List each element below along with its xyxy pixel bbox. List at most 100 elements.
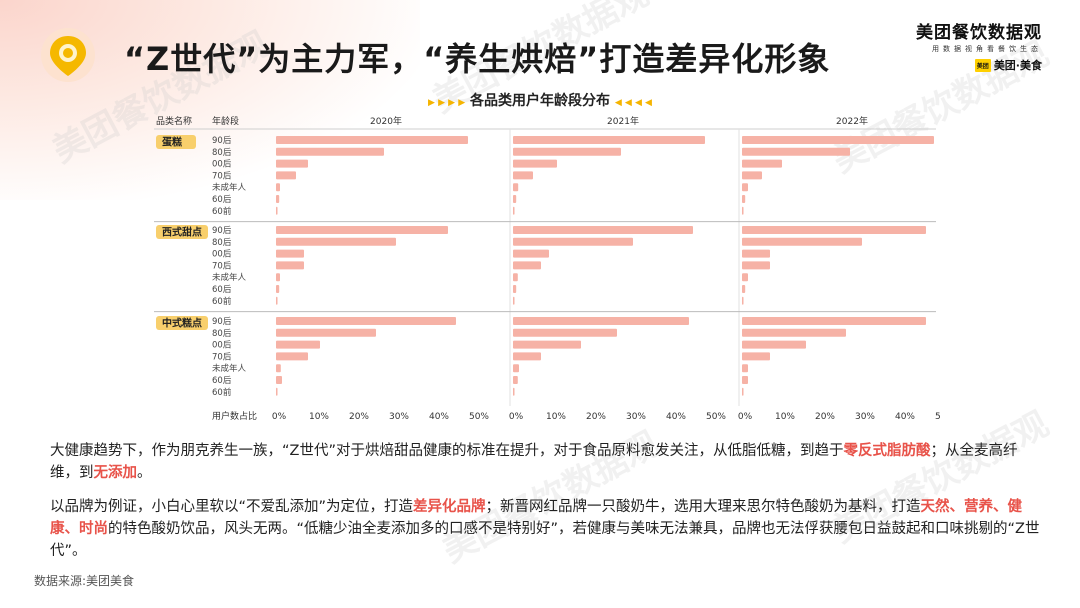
bar xyxy=(276,261,304,270)
bar xyxy=(276,296,278,305)
bar xyxy=(276,195,280,203)
arrows-right-icon: ◀ ◀ ◀ ◀ xyxy=(614,98,652,108)
logo-pin-icon xyxy=(41,28,95,82)
age-group-label: 80后 xyxy=(212,237,232,248)
year-header: 2020年 xyxy=(370,115,402,127)
data-source: 数据来源:美团美食 xyxy=(34,574,135,588)
p2-text-b: ；新晋网红品牌一只酸奶牛，选用大理来思尔特色酸奶为基料，打造 xyxy=(485,499,921,515)
bar xyxy=(276,352,308,361)
age-group-label: 90后 xyxy=(212,225,232,236)
bar xyxy=(276,237,396,246)
bar xyxy=(276,183,280,192)
x-tick-label: 30% xyxy=(855,412,875,422)
bar xyxy=(276,340,320,349)
x-tick-label: 0% xyxy=(509,412,524,422)
age-group-label: 60前 xyxy=(212,296,232,307)
x-tick-label: 10% xyxy=(546,412,566,422)
bar xyxy=(513,364,519,373)
bar xyxy=(513,273,518,282)
x-tick-label: 20% xyxy=(349,412,369,422)
bar xyxy=(742,261,770,270)
x-tick-label: 40% xyxy=(895,412,915,422)
bar xyxy=(742,376,748,384)
bar xyxy=(276,147,384,156)
p2-text-c: 的特色酸奶饮品，风头无两。“低糖少油全麦添加多的口感不是特别好”，若健康与美味无… xyxy=(50,521,1040,559)
bar xyxy=(513,206,515,215)
age-group-label: 60前 xyxy=(212,206,232,217)
p1-text-a: 大健康趋势下，作为朋克养生一族，“Z世代”对于烘焙甜品健康的标准在提升，对于食品… xyxy=(50,443,844,459)
age-group-label: 70后 xyxy=(212,351,232,362)
age-group-label: 00后 xyxy=(212,340,232,351)
x-axis-label: 用户数占比 xyxy=(212,410,257,422)
p2-text-a: 以品牌为例证，小白心里软以“不爱乱添加”为定位，打造 xyxy=(50,499,414,515)
category-label: 中式糕点 xyxy=(162,317,202,330)
bar xyxy=(742,159,782,168)
bar xyxy=(742,226,926,234)
category-label: 蛋糕 xyxy=(162,136,182,149)
brand-logo-text: 美团·美食 xyxy=(993,59,1042,72)
x-tick-label: 40% xyxy=(429,412,449,422)
age-group-label: 未成年人 xyxy=(212,363,247,374)
bar xyxy=(513,226,693,234)
bar xyxy=(742,387,744,396)
bar xyxy=(742,364,748,373)
bar xyxy=(276,206,278,215)
bar xyxy=(513,376,518,384)
x-tick-label: 30% xyxy=(626,412,646,422)
bar xyxy=(742,285,746,293)
age-group-label: 80后 xyxy=(212,147,232,158)
bar xyxy=(513,249,549,258)
x-tick-label: 30% xyxy=(389,412,409,422)
x-tick-label: 10% xyxy=(775,412,795,422)
bar xyxy=(276,171,296,180)
bar xyxy=(513,136,705,144)
bar xyxy=(742,147,850,156)
bar xyxy=(742,171,762,180)
bar xyxy=(276,328,376,337)
bar xyxy=(513,195,517,203)
bar xyxy=(513,171,533,180)
p1-highlight-1: 零反式脂肪酸 xyxy=(843,443,931,459)
header-age-label: 年龄段 xyxy=(212,115,239,127)
age-group-label: 00后 xyxy=(212,249,232,260)
age-group-label: 60前 xyxy=(212,387,232,398)
age-group-label: 80后 xyxy=(212,328,232,339)
bar xyxy=(513,328,617,337)
age-group-label: 未成年人 xyxy=(212,272,247,283)
bar xyxy=(276,376,282,384)
x-tick-label: 10% xyxy=(309,412,329,422)
bar xyxy=(742,317,926,325)
chart-title-text: 各品类用户年龄段分布 xyxy=(470,93,610,109)
page-title: “Z世代”为主力军，“养生烘焙”打造差异化形象 xyxy=(124,40,831,78)
age-group-label: 70后 xyxy=(212,170,232,181)
brand-badge: 美团 xyxy=(974,58,991,72)
age-group-label: 未成年人 xyxy=(212,182,247,193)
age-group-label: 60后 xyxy=(212,194,232,205)
x-tick-label: 40% xyxy=(666,412,686,422)
p2-highlight-1: 差异化品牌 xyxy=(413,499,486,515)
bar xyxy=(513,352,541,361)
bar xyxy=(276,364,281,373)
bar xyxy=(742,195,746,203)
brand-name: 美团餐饮数据观 xyxy=(916,23,1042,43)
paragraph-1: 大健康趋势下，作为朋克养生一族，“Z世代”对于烘焙甜品健康的标准在提升，对于食品… xyxy=(50,440,1040,484)
category-label-bg xyxy=(156,225,208,239)
year-header: 2021年 xyxy=(607,115,639,127)
arrows-left-icon: ▶ ▶ ▶ ▶ xyxy=(428,98,466,108)
bar xyxy=(742,183,748,192)
bar xyxy=(276,159,308,168)
category-label: 西式甜点 xyxy=(162,226,202,239)
x-tick-label: 50% xyxy=(935,412,940,422)
bar xyxy=(742,273,748,282)
bar xyxy=(513,285,517,293)
bar xyxy=(742,136,934,144)
p2-highlight-2: 天然、营养、健康、时尚 xyxy=(50,499,1023,537)
age-group-label: 90后 xyxy=(212,135,232,146)
bar xyxy=(513,387,515,396)
x-tick-label: 0% xyxy=(272,412,287,422)
x-tick-label: 50% xyxy=(706,412,726,422)
age-group-label: 60后 xyxy=(212,375,232,386)
bar xyxy=(513,183,519,192)
category-label-bg xyxy=(156,135,196,149)
bar xyxy=(742,328,846,337)
